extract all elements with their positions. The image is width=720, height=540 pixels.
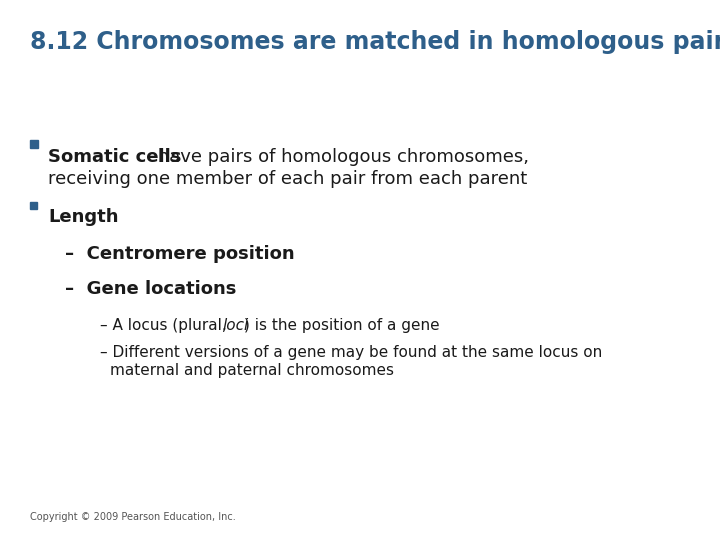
Text: maternal and paternal chromosomes: maternal and paternal chromosomes <box>110 363 394 378</box>
Text: –  Centromere position: – Centromere position <box>65 245 294 263</box>
Text: –  Gene locations: – Gene locations <box>65 280 236 298</box>
Text: loci: loci <box>222 318 248 333</box>
Text: – Different versions of a gene may be found at the same locus on: – Different versions of a gene may be fo… <box>100 345 602 360</box>
Text: Copyright © 2009 Pearson Education, Inc.: Copyright © 2009 Pearson Education, Inc. <box>30 512 235 522</box>
Text: 8.12 Chromosomes are matched in homologous pairs: 8.12 Chromosomes are matched in homologo… <box>30 30 720 54</box>
FancyBboxPatch shape <box>30 202 37 209</box>
Text: Somatic cells: Somatic cells <box>48 148 181 166</box>
FancyBboxPatch shape <box>30 140 38 148</box>
Text: – A locus (plural,: – A locus (plural, <box>100 318 232 333</box>
Text: ) is the position of a gene: ) is the position of a gene <box>244 318 440 333</box>
Text: have pairs of homologous chromosomes,: have pairs of homologous chromosomes, <box>152 148 529 166</box>
Text: receiving one member of each pair from each parent: receiving one member of each pair from e… <box>48 170 527 188</box>
Text: Length: Length <box>48 208 119 226</box>
